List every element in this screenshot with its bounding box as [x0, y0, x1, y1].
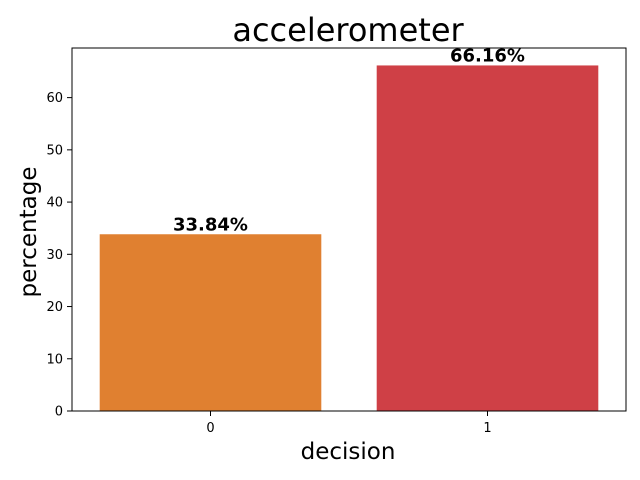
chart-title: accelerometer [232, 11, 464, 49]
data-label-0: 33.84% [173, 214, 248, 235]
y-tick-label-30: 30 [46, 248, 63, 263]
y-tick-label-10: 10 [46, 352, 63, 367]
y-tick-label-60: 60 [46, 91, 63, 106]
x-tick-label-1: 1 [483, 421, 491, 436]
data-labels-layer: 33.84% 66.16% [173, 45, 525, 235]
bar-0 [99, 234, 322, 411]
y-axis-title: percentage [16, 167, 42, 298]
bar-1 [376, 65, 599, 412]
y-tick-label-40: 40 [46, 196, 63, 211]
plot-frame [71, 47, 627, 412]
bars-layer [99, 65, 599, 412]
x-tick-label-0: 0 [206, 421, 214, 436]
y-tick-label-20: 20 [46, 300, 63, 315]
y-tick-label-50: 50 [46, 143, 63, 158]
data-label-1: 66.16% [450, 45, 525, 66]
y-tick-label-0: 0 [55, 405, 63, 420]
x-axis-title: decision [301, 439, 396, 465]
y-axis: 0 10 20 30 40 50 60 [46, 91, 72, 420]
